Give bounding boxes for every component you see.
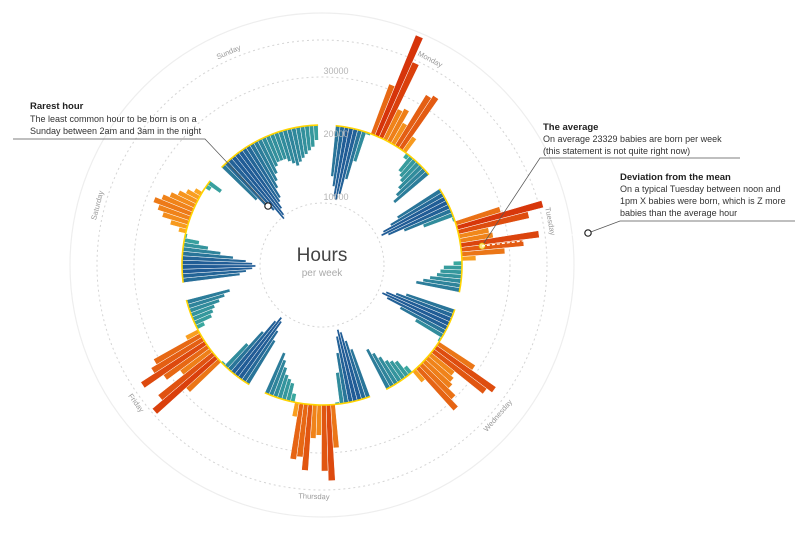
deviation-line-3: babies than the average hour bbox=[620, 208, 737, 218]
day-label-wednesday: Wednesday bbox=[482, 397, 515, 433]
deviation-line-2: 1pm X babies were born, which is Z more bbox=[620, 196, 786, 206]
annotation-rarest-hour: Rarest hour The least common hour to be … bbox=[13, 101, 272, 210]
mean-circle bbox=[181, 124, 463, 406]
mean-arc-friday bbox=[185, 299, 250, 386]
mean-arc-tuesday bbox=[438, 188, 463, 293]
center-title: Hours bbox=[297, 245, 348, 266]
annotation-deviation: Deviation from the mean On a typical Tue… bbox=[481, 172, 795, 247]
average-line-1: On average 23329 babies are born per wee… bbox=[543, 134, 722, 144]
day-label-monday: Monday bbox=[416, 49, 444, 69]
day-label-saturday: Saturday bbox=[89, 189, 105, 221]
deviation-line-1: On a typical Tuesday between noon and bbox=[620, 184, 781, 194]
bar-tuesday-h16 bbox=[461, 255, 477, 262]
rarest-hour-title: Rarest hour bbox=[30, 101, 84, 112]
day-label-thursday: Thursday bbox=[298, 491, 330, 501]
mean-arc-saturday bbox=[181, 180, 211, 283]
ring-30000 bbox=[96, 39, 548, 491]
mean-arc-wednesday bbox=[385, 309, 456, 391]
bar-tuesday-h17 bbox=[453, 260, 463, 266]
day-label-tuesday: Tuesday bbox=[543, 206, 557, 236]
day-label-sunday: Sunday bbox=[215, 43, 242, 62]
day-label-friday: Friday bbox=[126, 392, 146, 414]
mean-arc-sunday bbox=[221, 124, 319, 169]
bar-sunday-h23 bbox=[313, 124, 319, 141]
deviation-marker bbox=[584, 229, 592, 237]
rarest-hour-marker bbox=[264, 202, 272, 210]
average-title: The average bbox=[543, 122, 598, 133]
tick-label-10000: 10000 bbox=[323, 192, 348, 202]
bar-tuesday-h9 bbox=[456, 200, 544, 231]
bar-monday-h15 bbox=[398, 94, 439, 151]
ring-10000 bbox=[259, 202, 385, 328]
tick-label-30000: 30000 bbox=[323, 66, 348, 76]
tick-label-20000: 20000 bbox=[323, 129, 348, 139]
rarest-hour-line-1: The least common hour to be born is on a bbox=[30, 114, 197, 124]
average-line-2: (this statement is not quite right now) bbox=[543, 146, 690, 156]
mean-arc-monday bbox=[335, 124, 430, 176]
mean-arc-thursday bbox=[264, 392, 371, 406]
deviation-title: Deviation from the mean bbox=[620, 172, 731, 183]
center-subtitle: per week bbox=[302, 268, 344, 279]
radial-tick-labels: 10000 20000 30000 bbox=[323, 66, 348, 202]
rarest-hour-line-2: Sunday between 2am and 3am in the night bbox=[30, 126, 202, 136]
